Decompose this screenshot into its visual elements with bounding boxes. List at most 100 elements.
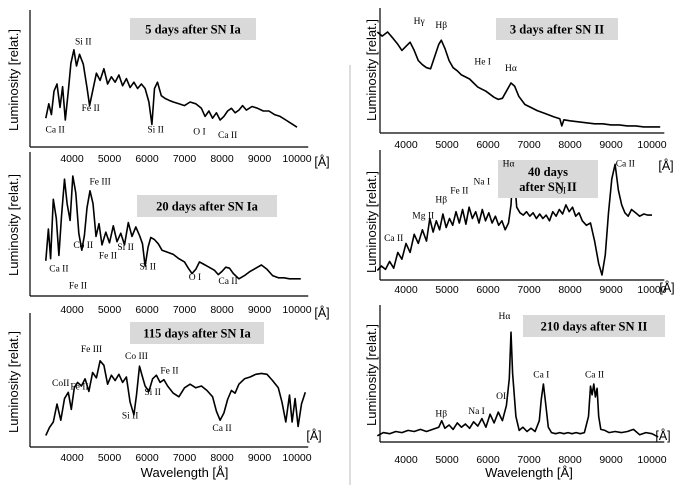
spectrum-line — [45, 49, 298, 128]
spectrum-line — [376, 31, 661, 128]
x-tick-label: 10000 — [282, 452, 311, 464]
x-tick-label: 7000 — [517, 284, 541, 296]
line-annotation: Fe III — [81, 345, 102, 355]
line-annotation: Hβ — [435, 409, 447, 419]
spectrum-panel-5: 4000 5000 6000 7000 8000 9000 10000 [Å] Luminosi… — [364, 150, 675, 296]
line-annotation: Si II — [147, 126, 164, 136]
x-tick-label: 7000 — [517, 454, 541, 466]
line-annotation: Ca II — [616, 160, 635, 170]
line-annotation: Si II — [122, 411, 139, 421]
spectrum-panel-1: 4000 5000 6000 7000 8000 9000 10000 [Å] Luminosi… — [6, 10, 330, 169]
line-annotation: Fe II — [99, 252, 117, 262]
chart-title-line2: after SN II — [519, 180, 577, 194]
x-tick-label: 4000 — [60, 304, 84, 316]
y-axis-label: Luminosity [relat.] — [364, 171, 379, 273]
line-annotation: Fe II — [450, 187, 468, 197]
line-annotation: Ca II — [212, 424, 231, 434]
x-tick-label: 8000 — [210, 304, 234, 316]
spectrum-panel-4: 4000 5000 6000 7000 8000 9000 10000 [Å] Luminosi… — [364, 8, 674, 173]
x-tick-label: 10000 — [637, 454, 666, 466]
x-tick-label: 5000 — [435, 284, 459, 296]
x-axis-label: Wavelength [Å] — [485, 465, 573, 480]
line-annotation: Fe II — [160, 366, 178, 376]
line-annotation: O I — [189, 273, 201, 283]
line-annotation: Si II — [117, 243, 134, 253]
line-annotation: Fe III — [89, 177, 110, 187]
y-axis-label: Luminosity [relat.] — [6, 331, 21, 433]
line-annotation: Si II — [139, 262, 156, 272]
x-tick-label: 10000 — [637, 284, 666, 296]
chart-title: 3 days after SN II — [510, 23, 604, 37]
line-annotation: Si II — [144, 388, 161, 398]
chart-title: 115 days after SN Ia — [143, 327, 251, 341]
spectrum-line — [45, 360, 307, 436]
line-annotation: Mg II — [412, 212, 434, 222]
y-axis-label: Luminosity [relat.] — [6, 174, 21, 276]
x-tick-label: 10000 — [637, 139, 666, 151]
line-annotation: Co III — [125, 352, 148, 362]
spectrum-panel-3: 4000 5000 6000 7000 8000 9000 10000 [Å] Luminosi… — [6, 313, 322, 480]
x-tick-label: 5000 — [98, 452, 122, 464]
line-annotation: Fe II — [82, 104, 100, 114]
x-tick-label: 9000 — [599, 139, 623, 151]
x-tick-label: 7000 — [173, 452, 197, 464]
x-tick-label: 4000 — [60, 153, 84, 165]
chart-title: 20 days after SN Ia — [156, 200, 259, 214]
x-tick-label: 8000 — [210, 153, 234, 165]
x-tick-label: 9000 — [248, 304, 272, 316]
x-tick-label: 5000 — [435, 454, 459, 466]
x-tick-label: 9000 — [599, 284, 623, 296]
x-tick-label: 8000 — [558, 284, 582, 296]
line-annotation: He I — [474, 58, 491, 68]
line-annotation: Fe II — [70, 383, 88, 393]
x-tick-label: 9000 — [248, 452, 272, 464]
x-tick-label: 5000 — [98, 304, 122, 316]
title-box — [130, 322, 264, 344]
x-tick-label: 6000 — [476, 284, 500, 296]
x-tick-label: 8000 — [558, 454, 582, 466]
x-unit-label: [Å] — [655, 428, 670, 443]
y-axis-label: Luminosity [relat.] — [364, 324, 379, 426]
line-annotation: Si II — [75, 37, 92, 47]
spectrum-panel-6: 4000 5000 6000 7000 8000 9000 10000 [Å] Luminosi… — [364, 305, 671, 480]
x-tick-label: 6000 — [135, 304, 159, 316]
line-annotation: O I — [193, 127, 205, 137]
x-tick-label: 4000 — [60, 452, 84, 464]
line-annotation: OI — [496, 392, 506, 402]
line-annotation: Ca II — [585, 371, 604, 381]
x-unit-label: [Å] — [314, 154, 329, 169]
x-tick-label: 7000 — [173, 304, 197, 316]
line-annotation: Hβ — [435, 196, 447, 206]
line-annotation: Ca II — [49, 264, 68, 274]
line-annotation: Ca I — [533, 371, 549, 381]
line-annotation: CoII — [52, 379, 69, 389]
line-annotation: OI — [556, 187, 566, 197]
x-tick-label: 6000 — [135, 452, 159, 464]
x-tick-label: 7000 — [173, 153, 197, 165]
line-annotation: Hα — [505, 64, 517, 74]
line-annotation: Ca II — [384, 234, 403, 244]
chart-title: 5 days after SN Ia — [145, 23, 241, 37]
x-tick-label: 4000 — [394, 139, 418, 151]
x-tick-label: 9000 — [599, 454, 623, 466]
line-annotation: Ca II — [218, 277, 237, 287]
line-annotation: Hβ — [435, 21, 447, 31]
x-unit-label: [Å] — [314, 305, 329, 320]
x-tick-label: 8000 — [558, 139, 582, 151]
line-annotation: Fe II — [69, 281, 87, 291]
line-annotation: Hα — [503, 160, 515, 170]
x-unit-label: [Å] — [658, 158, 673, 173]
line-annotation: Co II — [73, 241, 93, 251]
spectrum-line — [376, 331, 659, 438]
chart-title: 210 days after SN II — [541, 320, 648, 334]
x-tick-label: 6000 — [135, 153, 159, 165]
x-tick-label: 10000 — [282, 304, 311, 316]
y-axis-label: Luminosity [relat.] — [364, 19, 379, 121]
x-tick-label: 4000 — [394, 284, 418, 296]
line-annotation: Na I — [468, 407, 485, 417]
x-tick-label: 6000 — [476, 139, 500, 151]
y-axis-label: Luminosity [relat.] — [6, 29, 21, 131]
x-tick-label: 10000 — [282, 153, 311, 165]
title-box — [130, 18, 256, 40]
